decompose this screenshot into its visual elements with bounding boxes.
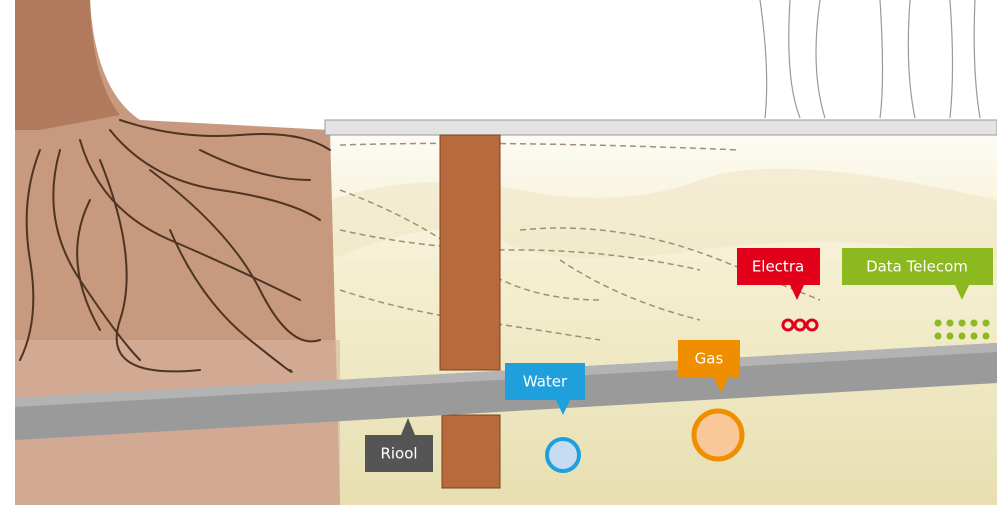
label: Gas [695,350,724,368]
water-pipe [547,439,579,471]
label: Data Telecom [866,258,968,276]
diagram: Electra Data Telecom Gas Water Riool [0,0,997,514]
gas-pipe [694,411,742,459]
pavement [325,120,997,135]
post [440,135,500,370]
label: Water [523,373,568,391]
post-lower [442,415,500,488]
label: Electra [752,258,804,276]
label: Riool [380,445,417,463]
